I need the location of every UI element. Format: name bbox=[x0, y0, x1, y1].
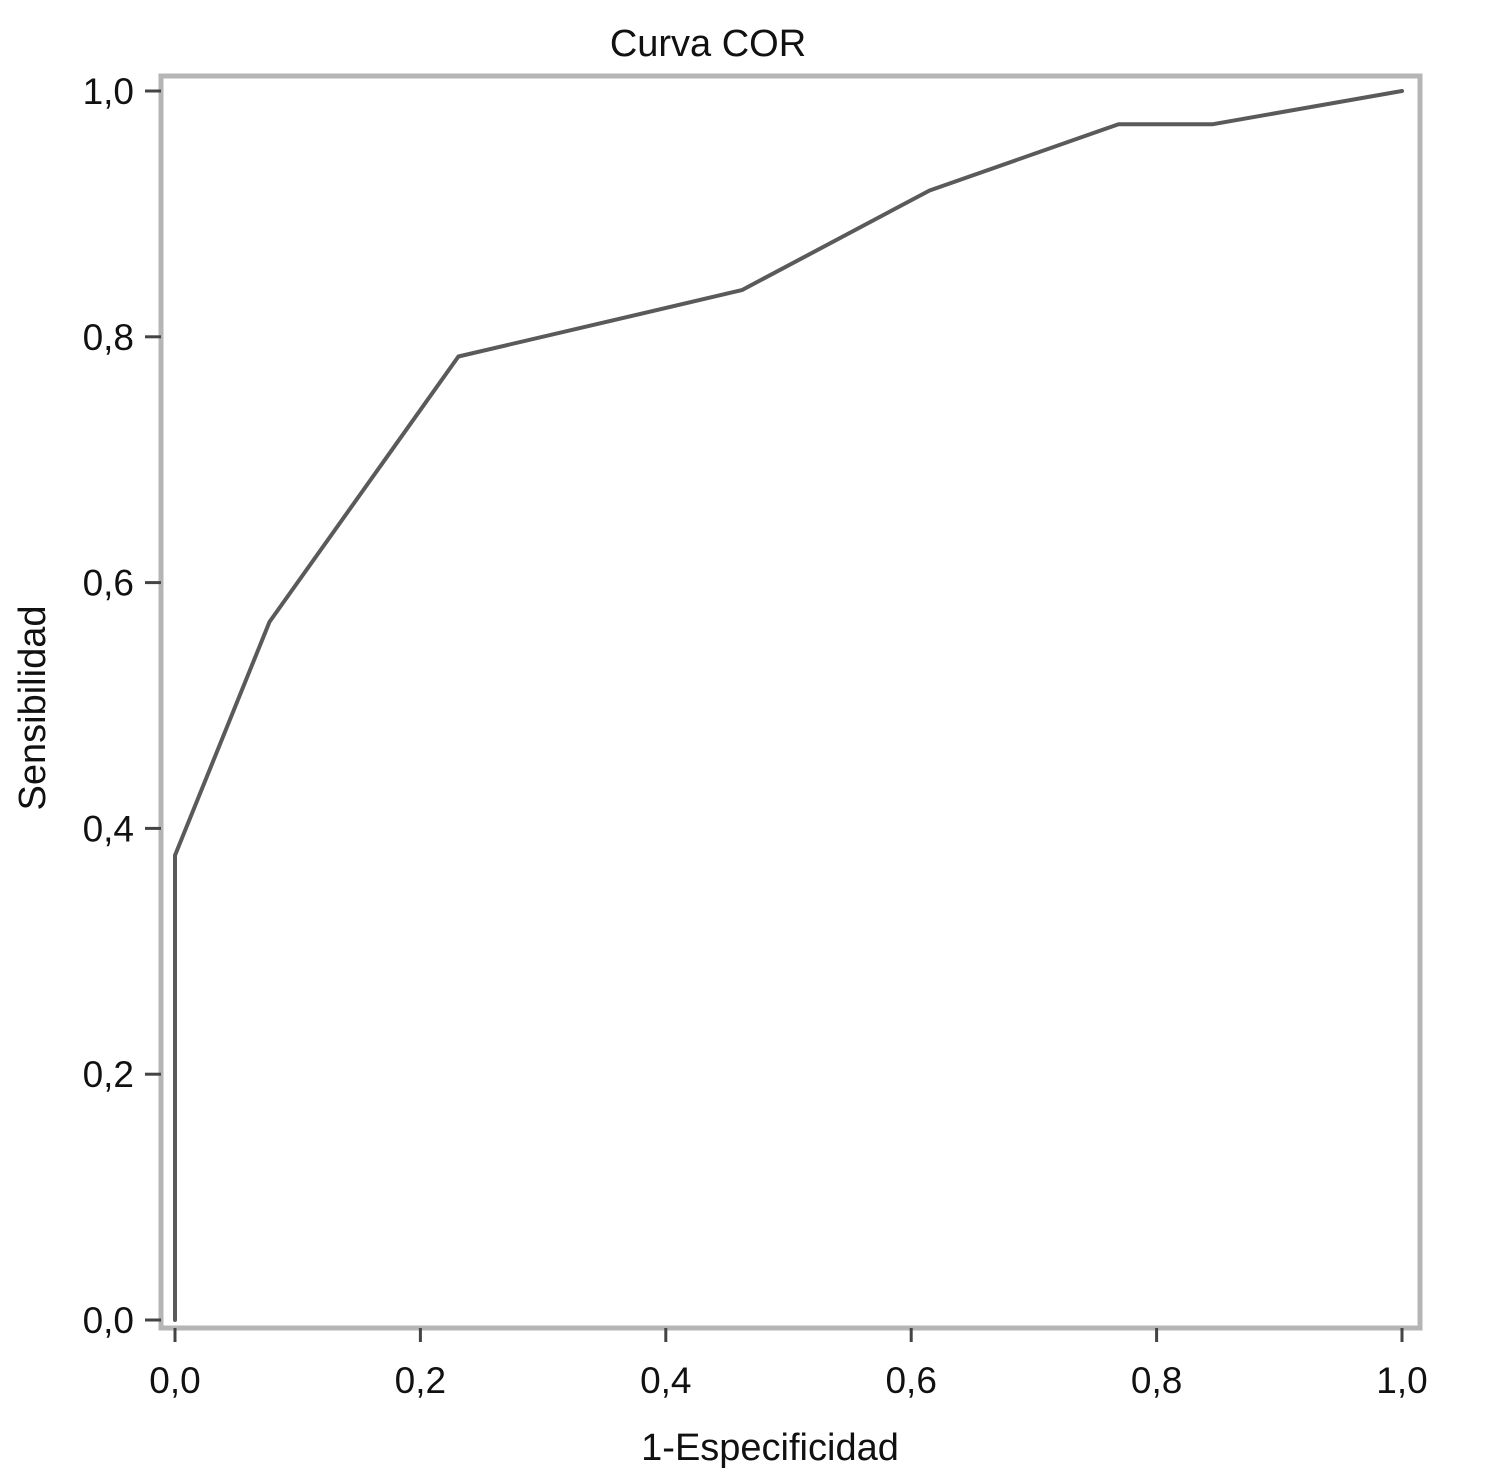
roc-curve-line bbox=[173, 89, 1404, 1322]
x-tick-label: 0,4 bbox=[640, 1360, 691, 1401]
x-axis: 0,0 0,2 0,4 0,6 0,8 1,0 bbox=[149, 1328, 1428, 1401]
x-tick-label: 0,6 bbox=[885, 1360, 936, 1401]
y-tick-label: 1,0 bbox=[83, 71, 134, 112]
y-tick-label: 0,0 bbox=[83, 1300, 134, 1341]
series-layer bbox=[173, 89, 1404, 1322]
x-tick-label: 1,0 bbox=[1376, 1360, 1427, 1401]
y-tick-label: 0,2 bbox=[83, 1054, 134, 1095]
y-axis-label: Sensibilidad bbox=[12, 606, 54, 811]
plot-frame bbox=[158, 73, 1423, 1331]
y-axis: 0,0 0,2 0,4 0,6 0,8 1,0 bbox=[83, 71, 161, 1341]
x-tick-label: 0,8 bbox=[1131, 1360, 1182, 1401]
x-tick-label: 0,0 bbox=[149, 1360, 200, 1401]
y-tick-label: 0,6 bbox=[83, 563, 134, 604]
x-axis-label: 1-Especificidad bbox=[641, 1427, 899, 1469]
chart-title: Curva COR bbox=[610, 23, 806, 65]
y-tick-label: 0,4 bbox=[83, 808, 134, 849]
y-tick-label: 0,8 bbox=[83, 317, 134, 358]
x-tick-label: 0,2 bbox=[395, 1360, 446, 1401]
